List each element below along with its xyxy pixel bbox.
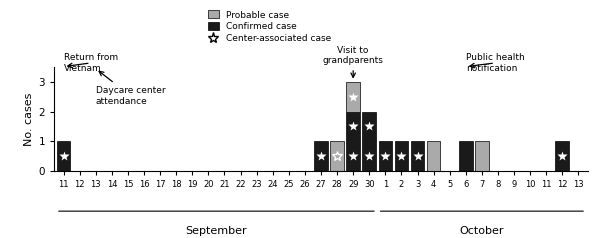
Bar	[346, 82, 360, 112]
Text: Public health
notification: Public health notification	[466, 53, 524, 73]
Bar	[379, 141, 392, 171]
Legend: Probable case, Confirmed case, Center-associated case: Probable case, Confirmed case, Center-as…	[208, 10, 331, 43]
Bar	[556, 141, 569, 171]
Text: Visit to
grandparents: Visit to grandparents	[323, 46, 383, 77]
Bar	[475, 141, 488, 171]
Bar	[314, 141, 328, 171]
Bar	[459, 141, 473, 171]
Bar	[57, 141, 70, 171]
Bar	[427, 141, 440, 171]
Text: Daycare center
attendance: Daycare center attendance	[96, 71, 166, 105]
Text: October: October	[460, 226, 504, 236]
Y-axis label: No. cases: No. cases	[24, 92, 34, 146]
Text: September: September	[185, 226, 247, 236]
Bar	[362, 112, 376, 171]
Bar	[410, 141, 424, 171]
Bar	[395, 141, 408, 171]
Bar	[330, 141, 344, 171]
Bar	[346, 112, 360, 171]
Text: Return from
Vietnam: Return from Vietnam	[64, 53, 118, 73]
